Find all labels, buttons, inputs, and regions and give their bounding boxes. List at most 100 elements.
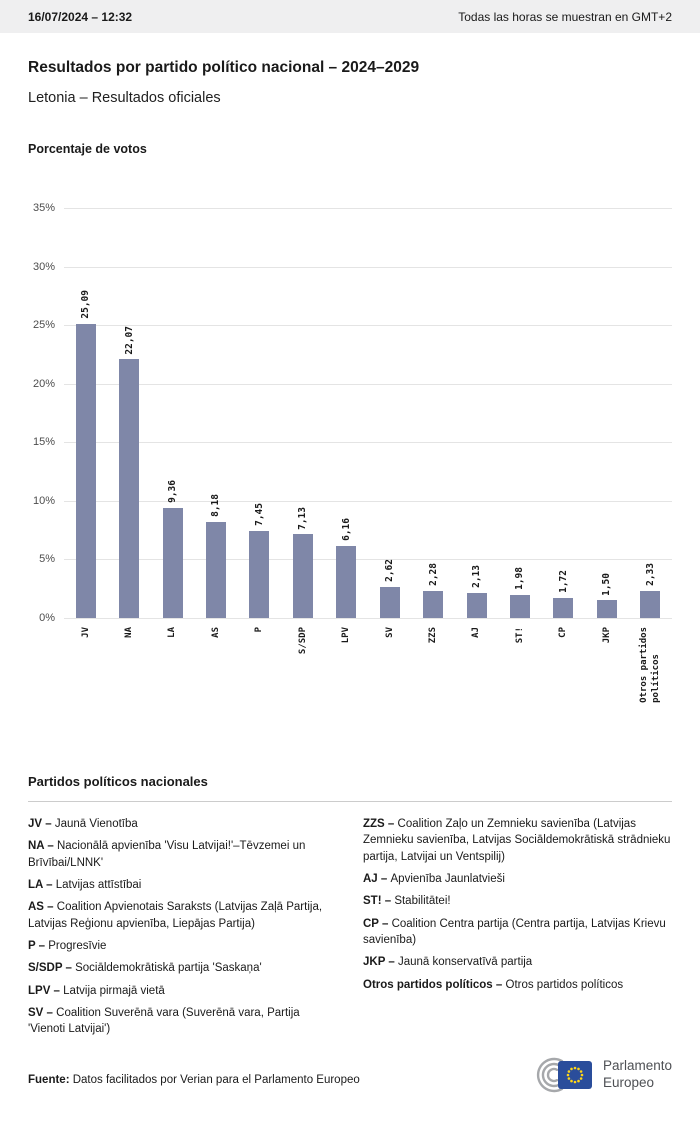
bar <box>596 600 617 618</box>
party-legend-item: NA – Nacionālā apvienība 'Visu Latvijai!… <box>28 838 337 871</box>
results-chart-section: Porcentaje de votos 0% 5% 10% 15% 20% 25% 30% 3… <box>28 142 672 734</box>
x-tick-cell: ZZS <box>411 627 454 734</box>
y-tick-label: 30% <box>32 260 55 273</box>
party-abbr: S/SDP – <box>28 962 76 975</box>
bar-column: 7,45 <box>238 208 281 618</box>
page-footer: Fuente: Datos facilitados por Verian par… <box>28 1054 672 1110</box>
bar <box>119 359 140 618</box>
eu-stars-icon <box>566 1066 584 1083</box>
bar-value-label: 2,28 <box>427 563 439 587</box>
bar-value-label: 1,50 <box>601 572 613 596</box>
x-tick-cell: Otros partidos políticos <box>628 627 671 734</box>
party-name: Otros partidos políticos <box>505 978 624 991</box>
bar-value-label: 22,07 <box>123 325 135 355</box>
datetime-label: 16/07/2024 – 12:32 <box>28 9 133 24</box>
party-legend-item: LA – Latvijas attīstībai <box>28 877 337 893</box>
bar-column: 8,18 <box>194 208 237 618</box>
party-legend-item: JV – Jaunā Vienotība <box>28 816 337 832</box>
party-abbr: AS – <box>28 901 57 914</box>
party-name: Jaunā Vienotība <box>54 818 138 830</box>
party-name: Coalition Centra partija (Centra partija… <box>363 917 666 946</box>
divider <box>28 801 672 802</box>
bar-value-label: 2,62 <box>384 559 396 583</box>
x-tick-cell: SV <box>368 627 411 734</box>
x-tick-label: SV <box>384 627 395 638</box>
x-tick-cell: S/SDP <box>281 627 324 734</box>
x-tick-label: AJ <box>471 627 482 638</box>
gridline <box>64 618 672 619</box>
x-tick-label: AS <box>210 627 221 638</box>
bar <box>466 593 487 618</box>
party-abbr: JV – <box>28 818 55 830</box>
gridline <box>64 208 672 209</box>
x-tick-cell: AJ <box>455 627 498 734</box>
party-legend-item: P – Progresīvie <box>28 938 337 954</box>
party-legend-item: LPV – Latvija pirmajā vietā <box>28 983 337 999</box>
x-tick-label: ST! <box>514 627 525 644</box>
bar <box>553 597 574 618</box>
party-name: Sociāldemokrātiskā partija 'Saskaņa' <box>75 962 262 975</box>
source-note: Fuente: Datos facilitados por Verian par… <box>28 1074 360 1086</box>
party-name: Coalition Zaļo un Zemnieku savienība (La… <box>363 818 671 863</box>
x-tick-label: S/SDP <box>297 627 308 655</box>
ep-logo-text: Parlamento Europeo <box>603 1058 672 1091</box>
bar <box>509 594 530 618</box>
bar-column: 22,07 <box>107 208 150 618</box>
chart-title: Porcentaje de votos <box>28 142 147 156</box>
bar-column: 6,16 <box>325 208 368 618</box>
party-name: Nacionālā apvienība 'Visu Latvijai!'–Tēv… <box>28 840 306 869</box>
party-name: Stabilitātei! <box>394 895 451 908</box>
bar-column: 1,98 <box>498 208 541 618</box>
x-tick-label: JV <box>80 627 91 638</box>
party-legend-section: Partidos políticos nacionales JV – Jaunā… <box>28 774 672 1044</box>
legend-column-right: ZZS – Coalition Zaļo un Zemnieku savienī… <box>363 816 672 1044</box>
party-name: Progresīvie <box>48 939 107 952</box>
bar <box>205 522 226 618</box>
bar-value-label: 2,13 <box>471 565 482 589</box>
x-tick-cell: NA <box>107 627 150 734</box>
bar-column: 2,62 <box>368 208 411 618</box>
source-text: Datos facilitados por Verian para el Par… <box>72 1073 360 1086</box>
bars: 25,09 22,07 9,36 8,18 7,45 7,13 6,16 2,62 2,28 2,… <box>64 208 672 618</box>
bar <box>379 587 400 618</box>
bar-column: 2,33 <box>628 208 671 618</box>
y-tick-label: 25% <box>32 319 55 332</box>
y-tick-label: 0% <box>39 612 55 624</box>
ep-logo: Parlamento Europeo <box>536 1054 672 1096</box>
x-tick-label: LPV <box>341 627 352 644</box>
bar <box>336 545 357 618</box>
y-tick-label: 35% <box>32 202 55 214</box>
x-tick-label: ZZS <box>428 627 439 644</box>
x-tick-cell: P <box>238 627 281 734</box>
party-legend-item: AJ – Apvienība Jaunlatvieši <box>363 871 672 887</box>
party-legend-item: JKP – Jaunā konservatīvā partija <box>363 954 672 970</box>
party-abbr: AJ – <box>363 872 391 885</box>
gridline <box>64 325 672 327</box>
x-tick-cell: LA <box>151 627 194 734</box>
bar-value-label: 25,09 <box>80 290 92 320</box>
timezone-note: Todas las horas se muestran en GMT+2 <box>458 9 672 24</box>
x-tick-label: Otros partidos políticos <box>639 627 662 703</box>
party-name: Coalition Suverēnā vara (Suverēnā vara, … <box>28 1006 300 1036</box>
x-tick-label: CP <box>558 627 569 638</box>
party-name: Latvija pirmajā vietā <box>63 984 165 997</box>
bar-column: 7,13 <box>281 208 324 618</box>
party-abbr: P – <box>28 939 49 952</box>
gridline <box>64 500 672 502</box>
ep-logo-line2: Europeo <box>602 1074 654 1090</box>
party-name: Latvijas attīstībai <box>55 878 142 891</box>
x-tick-cell: ST! <box>498 627 541 734</box>
x-tick-label: LA <box>167 627 178 638</box>
bar <box>423 591 444 618</box>
bar-value-label: 6,16 <box>340 517 352 541</box>
gridline <box>64 266 672 268</box>
bar-value-label: 8,18 <box>210 494 222 518</box>
bar <box>640 590 661 618</box>
bar-column: 2,13 <box>455 208 498 618</box>
x-tick-label: NA <box>124 627 135 638</box>
bar <box>162 508 183 618</box>
bar-value-label: 1,72 <box>557 569 569 593</box>
source-label: Fuente: <box>28 1073 70 1086</box>
bar-column: 1,50 <box>585 208 628 618</box>
party-legend-item: Otros partidos políticos – Otros partido… <box>363 977 672 993</box>
